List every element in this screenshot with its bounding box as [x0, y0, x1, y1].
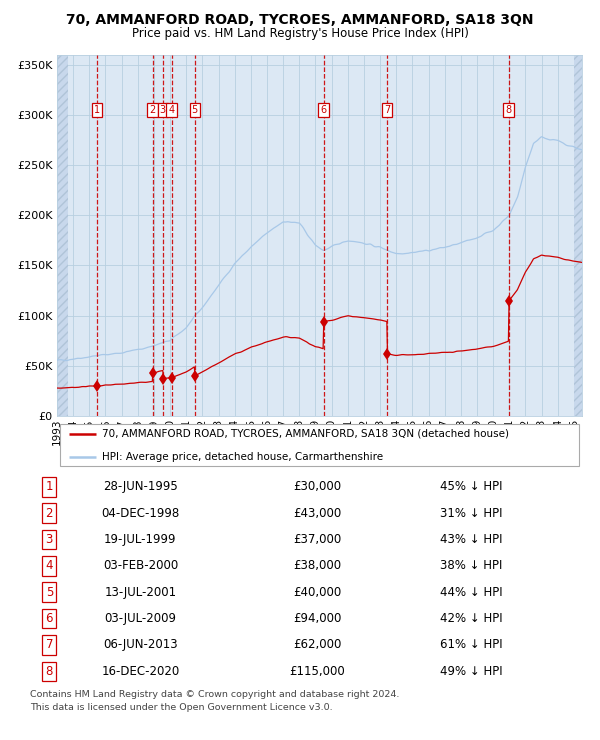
Text: 1: 1	[46, 480, 53, 494]
Text: £62,000: £62,000	[293, 639, 341, 651]
Text: 8: 8	[46, 665, 53, 678]
Text: 7: 7	[384, 105, 390, 115]
Text: 7: 7	[46, 639, 53, 651]
Text: 4: 4	[46, 559, 53, 572]
Text: £115,000: £115,000	[289, 665, 345, 678]
Text: Price paid vs. HM Land Registry's House Price Index (HPI): Price paid vs. HM Land Registry's House …	[131, 27, 469, 41]
Text: 31% ↓ HPI: 31% ↓ HPI	[440, 507, 503, 519]
Text: 3: 3	[160, 105, 166, 115]
Text: 44% ↓ HPI: 44% ↓ HPI	[440, 586, 503, 599]
Text: 42% ↓ HPI: 42% ↓ HPI	[440, 612, 503, 625]
Text: 70, AMMANFORD ROAD, TYCROES, AMMANFORD, SA18 3QN (detached house): 70, AMMANFORD ROAD, TYCROES, AMMANFORD, …	[101, 428, 509, 439]
Text: This data is licensed under the Open Government Licence v3.0.: This data is licensed under the Open Gov…	[30, 703, 332, 712]
Text: 6: 6	[46, 612, 53, 625]
Text: 45% ↓ HPI: 45% ↓ HPI	[440, 480, 503, 494]
Text: 49% ↓ HPI: 49% ↓ HPI	[440, 665, 503, 678]
Text: £94,000: £94,000	[293, 612, 341, 625]
Text: 06-JUN-2013: 06-JUN-2013	[103, 639, 178, 651]
Text: £40,000: £40,000	[293, 586, 341, 599]
Text: £38,000: £38,000	[293, 559, 341, 572]
Text: £43,000: £43,000	[293, 507, 341, 519]
Text: 19-JUL-1999: 19-JUL-1999	[104, 533, 176, 546]
Text: 5: 5	[191, 105, 198, 115]
Text: Contains HM Land Registry data © Crown copyright and database right 2024.: Contains HM Land Registry data © Crown c…	[30, 690, 400, 699]
Text: 38% ↓ HPI: 38% ↓ HPI	[440, 559, 503, 572]
Text: 03-JUL-2009: 03-JUL-2009	[104, 612, 176, 625]
Text: 2: 2	[46, 507, 53, 519]
Text: 61% ↓ HPI: 61% ↓ HPI	[440, 639, 503, 651]
Text: £30,000: £30,000	[293, 480, 341, 494]
Text: HPI: Average price, detached house, Carmarthenshire: HPI: Average price, detached house, Carm…	[101, 451, 383, 462]
Text: 3: 3	[46, 533, 53, 546]
Text: 43% ↓ HPI: 43% ↓ HPI	[440, 533, 503, 546]
Bar	[57, 55, 68, 416]
Bar	[574, 55, 582, 416]
Text: 03-FEB-2000: 03-FEB-2000	[103, 559, 178, 572]
Text: 8: 8	[506, 105, 512, 115]
Text: £37,000: £37,000	[293, 533, 341, 546]
Text: 04-DEC-1998: 04-DEC-1998	[101, 507, 179, 519]
Text: 70, AMMANFORD ROAD, TYCROES, AMMANFORD, SA18 3QN: 70, AMMANFORD ROAD, TYCROES, AMMANFORD, …	[66, 13, 534, 27]
Text: 6: 6	[320, 105, 326, 115]
Text: 5: 5	[46, 586, 53, 599]
Text: 1: 1	[94, 105, 100, 115]
Text: 13-JUL-2001: 13-JUL-2001	[104, 586, 176, 599]
Text: 2: 2	[149, 105, 156, 115]
Text: 28-JUN-1995: 28-JUN-1995	[103, 480, 178, 494]
Text: 16-DEC-2020: 16-DEC-2020	[101, 665, 179, 678]
Text: 4: 4	[169, 105, 175, 115]
